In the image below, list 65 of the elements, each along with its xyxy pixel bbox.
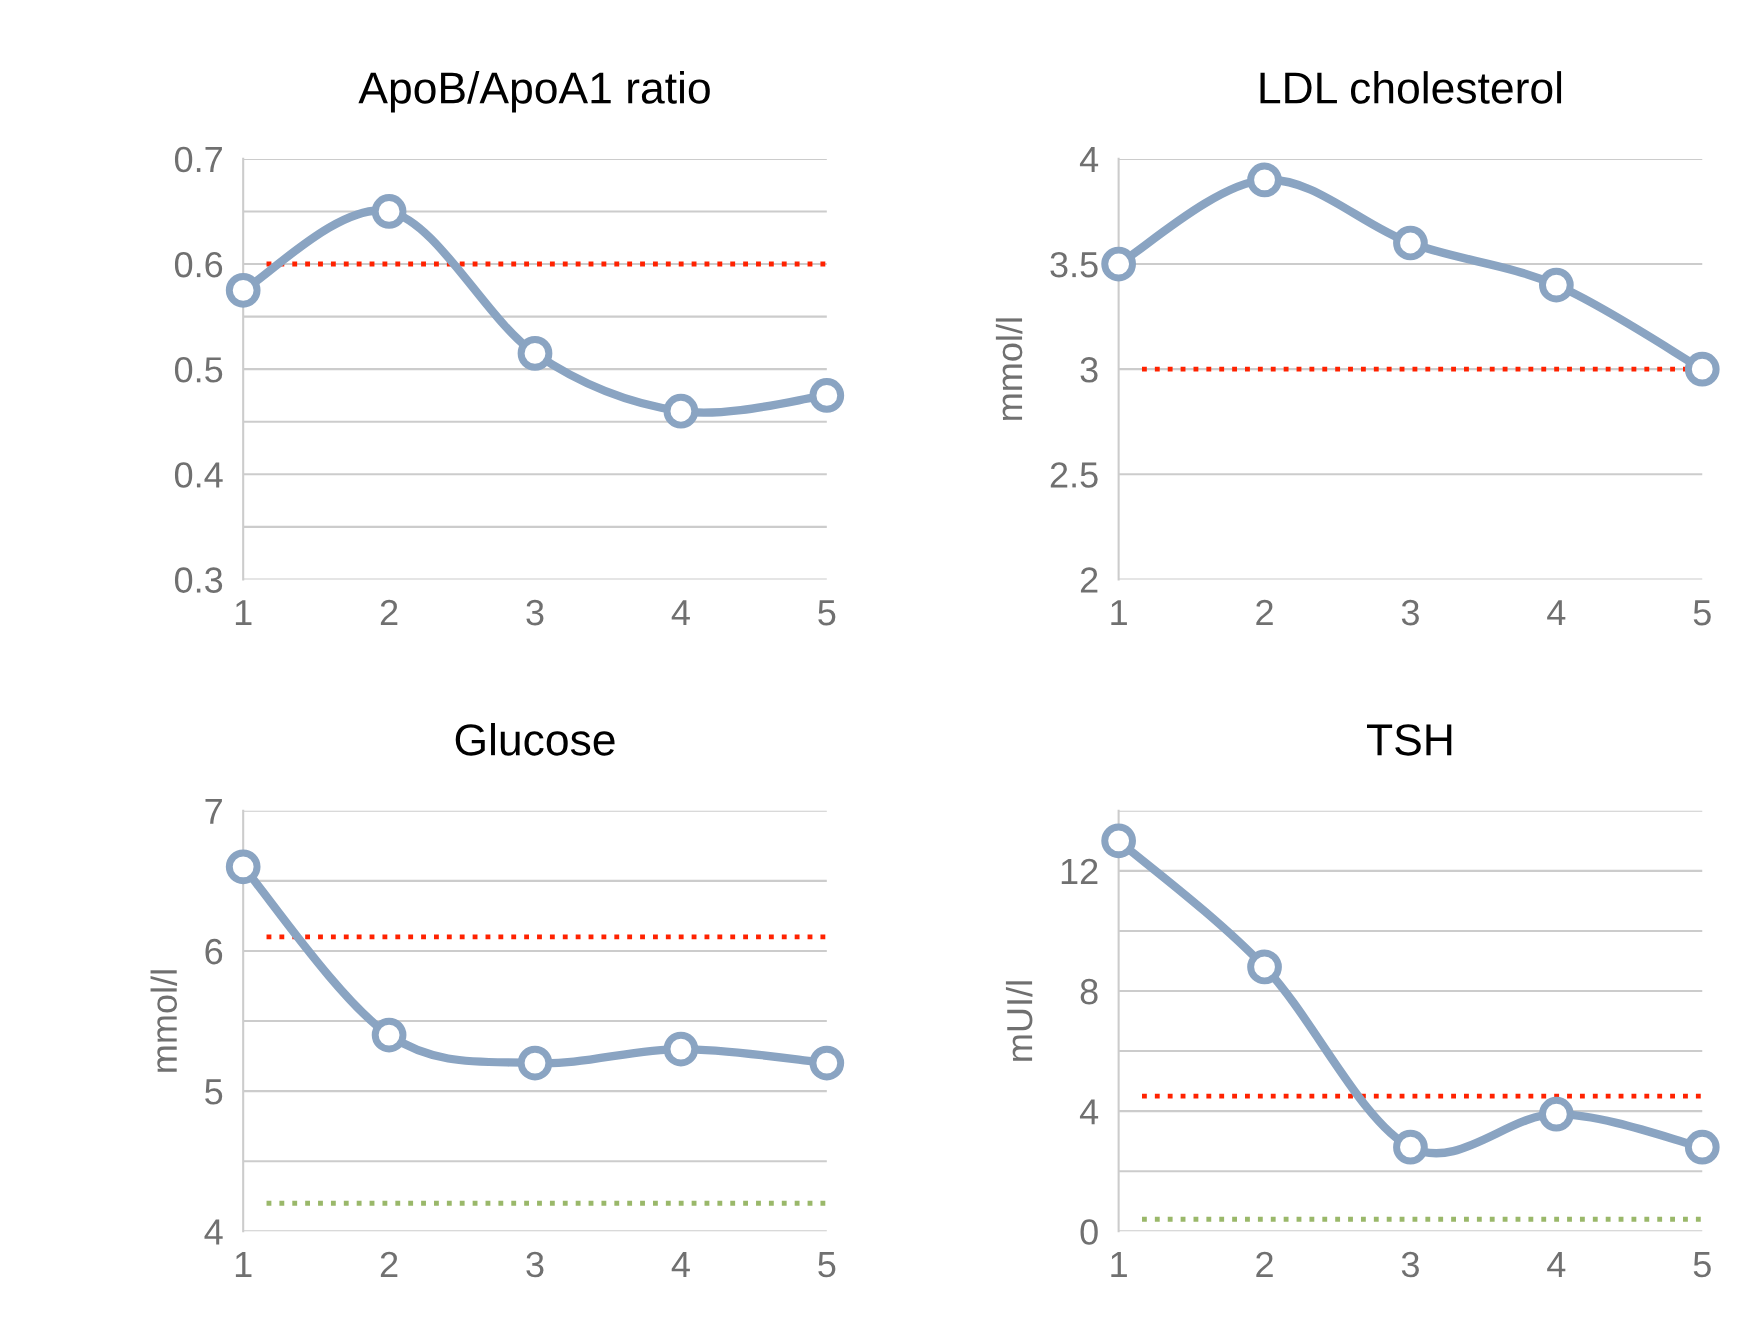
point — [663, 1031, 699, 1067]
y-tick-label: 6 — [205, 938, 223, 965]
y-tick-label: 7 — [205, 799, 222, 824]
y-tick-label: 5 — [205, 1079, 223, 1105]
point — [1684, 1129, 1720, 1165]
y-tick-label: 4 — [1079, 1099, 1099, 1125]
x-tick-label: 3 — [1401, 599, 1419, 626]
x-tick-label: 2 — [1256, 599, 1273, 626]
x-tick-label: 3 — [1401, 1251, 1419, 1278]
point — [371, 194, 407, 229]
point — [1247, 949, 1282, 985]
point — [371, 1017, 407, 1053]
x-tick-label: 4 — [1547, 600, 1566, 626]
x-tick-label: 3 — [526, 599, 544, 626]
x-tick-label: 1 — [1111, 1252, 1127, 1277]
point — [663, 393, 699, 429]
y-tick-label: 0.5 — [174, 357, 223, 383]
x-tick-label: 4 — [1547, 1252, 1566, 1277]
chart-title: ApoB/ApoA1 ratio — [358, 71, 710, 113]
y-tick-label: 12 — [1061, 858, 1098, 884]
x-tick-label: 1 — [1111, 600, 1127, 626]
y-tick-label: 3 — [1080, 357, 1098, 383]
point — [1538, 267, 1574, 303]
point — [1101, 823, 1136, 859]
point — [1538, 1096, 1574, 1132]
x-tick-label: 4 — [671, 1252, 690, 1277]
point — [1101, 246, 1136, 282]
y-tick-label: 2.5 — [1050, 462, 1098, 488]
chart-title: LDL cholesterol — [1260, 71, 1562, 104]
y-tick-label: 0.7 — [174, 146, 222, 173]
y-tick-label: 8 — [1080, 978, 1098, 1005]
y-tick-label: 0.4 — [174, 462, 223, 488]
x-tick-label: 5 — [818, 1252, 836, 1278]
x-tick-label: 1 — [235, 1252, 252, 1277]
point — [517, 336, 553, 371]
y-tick-label: 4 — [1079, 147, 1099, 172]
x-tick-label: 5 — [1693, 600, 1711, 626]
y-tick-label: 0.6 — [174, 251, 223, 278]
chart-title: TSH — [1367, 724, 1452, 756]
point — [1393, 1129, 1428, 1165]
x-tick-label: 3 — [526, 1251, 544, 1278]
x-tick-label: 2 — [380, 1251, 398, 1277]
y-axis-title: mUI/l — [1005, 981, 1033, 1061]
y-tick-label: 0 — [1080, 1219, 1098, 1245]
y-axis-title: mmol/l — [995, 318, 1023, 420]
point — [809, 378, 845, 413]
y-tick-label: 0.3 — [174, 567, 223, 593]
point — [225, 272, 261, 308]
y-tick-label: 3.5 — [1050, 251, 1098, 278]
y-tick-label: 2 — [1080, 567, 1098, 593]
x-tick-label: 2 — [1256, 1251, 1273, 1277]
chart-title: Glucose — [455, 722, 615, 756]
point — [517, 1045, 553, 1081]
x-tick-label: 4 — [671, 600, 690, 626]
x-tick-label: 1 — [235, 600, 252, 626]
y-axis-title: mmol/l — [150, 970, 178, 1072]
point — [1684, 351, 1720, 387]
point — [809, 1045, 845, 1081]
point — [1247, 162, 1282, 198]
point — [225, 849, 261, 885]
x-tick-label: 5 — [818, 600, 836, 626]
x-tick-label: 2 — [380, 599, 398, 626]
y-tick-label: 4 — [204, 1219, 223, 1245]
point — [1393, 225, 1428, 261]
x-tick-label: 5 — [1693, 1252, 1711, 1278]
